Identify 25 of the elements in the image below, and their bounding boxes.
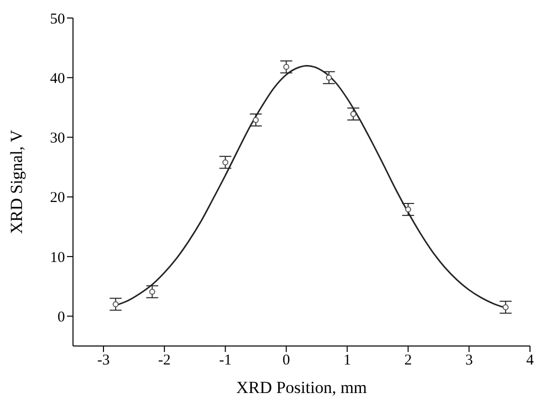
point	[112, 301, 119, 308]
x-axis-title: XRD Position, mm	[236, 378, 367, 397]
y-tick-label: 50	[50, 11, 65, 28]
point	[149, 288, 156, 295]
x-tick-label: 0	[282, 352, 290, 369]
point	[326, 74, 332, 81]
point	[222, 159, 228, 166]
point	[252, 116, 259, 123]
x-tick-label: -1	[219, 352, 232, 369]
point	[405, 206, 412, 212]
x-tick-label: 1	[343, 352, 351, 369]
point	[502, 304, 509, 310]
y-tick-label: 20	[50, 190, 65, 206]
x-tick-label: 2	[404, 352, 412, 369]
y-tick-label: 0	[58, 310, 65, 326]
x-tick-label: 3	[465, 352, 473, 369]
y-tick-label: 10	[50, 250, 65, 266]
y-axis-title: XRD Signal, V	[7, 129, 26, 234]
x-tick-label: 4	[526, 352, 534, 369]
x-tick-label: -3	[97, 352, 110, 369]
x-tick-label: -2	[158, 352, 171, 369]
point	[283, 64, 290, 70]
y-tick-label: 30	[50, 130, 65, 147]
y-tick-label: 40	[50, 70, 65, 87]
point	[350, 111, 356, 118]
